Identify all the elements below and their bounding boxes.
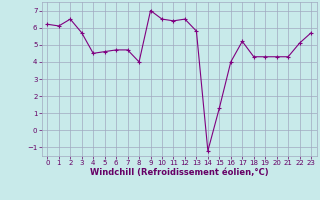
- X-axis label: Windchill (Refroidissement éolien,°C): Windchill (Refroidissement éolien,°C): [90, 168, 268, 177]
